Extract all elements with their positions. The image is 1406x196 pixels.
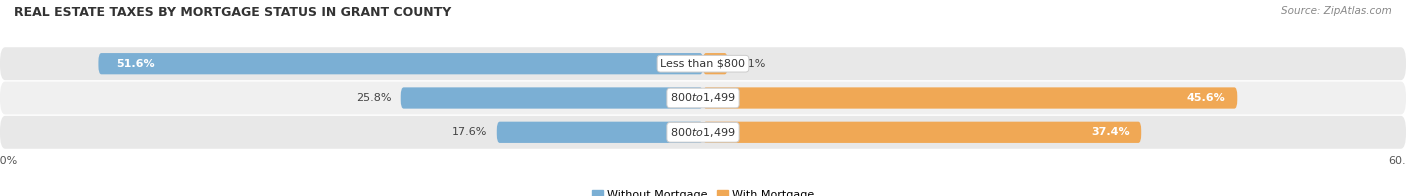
FancyBboxPatch shape [703,53,728,74]
FancyBboxPatch shape [98,53,703,74]
Text: 37.4%: 37.4% [1091,127,1129,137]
Text: 25.8%: 25.8% [356,93,391,103]
FancyBboxPatch shape [401,87,703,109]
FancyBboxPatch shape [496,122,703,143]
Text: $800 to $1,499: $800 to $1,499 [671,92,735,104]
Text: 2.1%: 2.1% [737,59,765,69]
Text: REAL ESTATE TAXES BY MORTGAGE STATUS IN GRANT COUNTY: REAL ESTATE TAXES BY MORTGAGE STATUS IN … [14,6,451,19]
Legend: Without Mortgage, With Mortgage: Without Mortgage, With Mortgage [588,185,818,196]
Text: Less than $800: Less than $800 [661,59,745,69]
Text: $800 to $1,499: $800 to $1,499 [671,126,735,139]
Text: 51.6%: 51.6% [115,59,155,69]
Text: Source: ZipAtlas.com: Source: ZipAtlas.com [1281,6,1392,16]
FancyBboxPatch shape [703,87,1237,109]
FancyBboxPatch shape [703,122,1142,143]
FancyBboxPatch shape [0,116,1406,149]
FancyBboxPatch shape [0,82,1406,114]
Text: 17.6%: 17.6% [453,127,488,137]
Text: 45.6%: 45.6% [1187,93,1226,103]
FancyBboxPatch shape [0,47,1406,80]
